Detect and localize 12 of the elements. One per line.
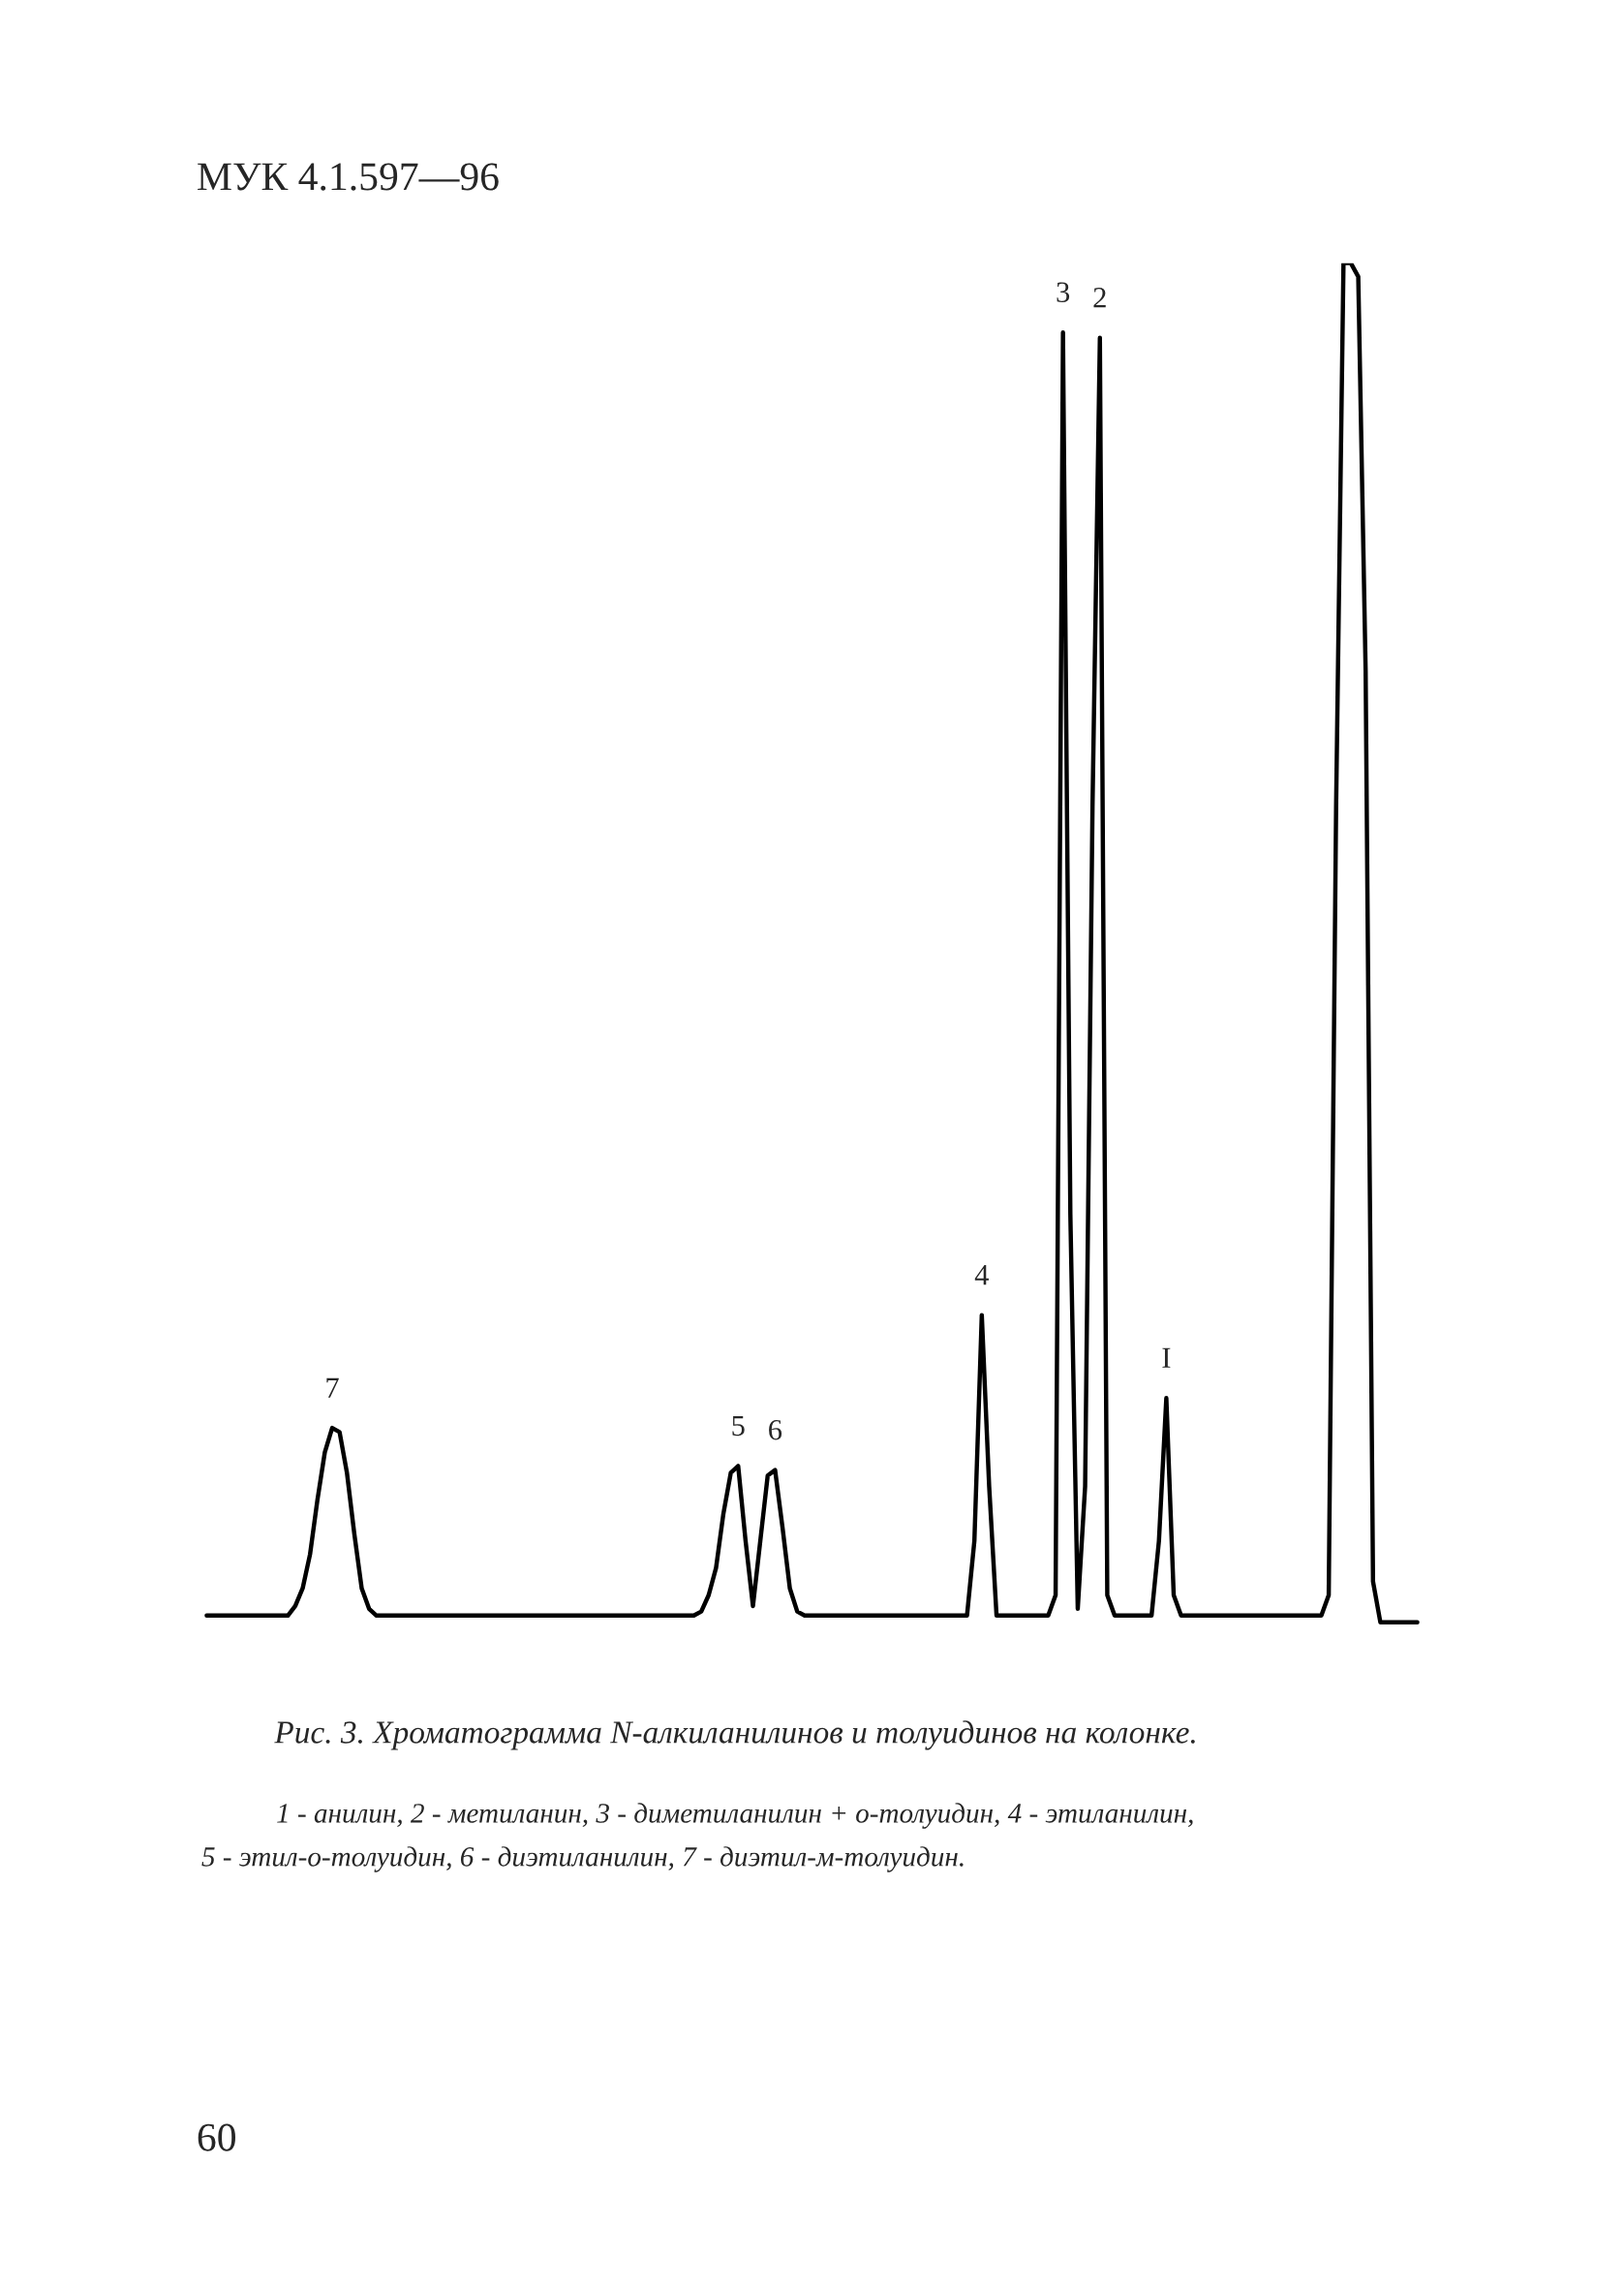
text: 5 - этил-о-толуидин, 6 - диэтиланилин, 7 - диэтил-м-толуидин. xyxy=(201,1846,964,1872)
annotation: 7 xyxy=(326,1377,339,1398)
text: МУК 4.1.597—96 xyxy=(198,163,499,191)
annotation: I xyxy=(1162,1347,1171,1368)
text: Рис. 3. Хроматограмма N-алкиланилинов и толуидинов на колонке. xyxy=(274,1720,1195,1750)
annotation: 6 xyxy=(769,1419,782,1440)
annotation: 2 xyxy=(1093,288,1106,308)
text: 1 - анилин, 2 - метиланин, 3 - диметиланилин + о-толуидин, 4 - этиланилин, xyxy=(277,1803,1193,1829)
annotation: 5 xyxy=(732,1415,745,1437)
annotation: 4 xyxy=(974,1265,989,1285)
annotation: 3 xyxy=(1057,282,1070,302)
text: 60 xyxy=(198,2123,235,2151)
